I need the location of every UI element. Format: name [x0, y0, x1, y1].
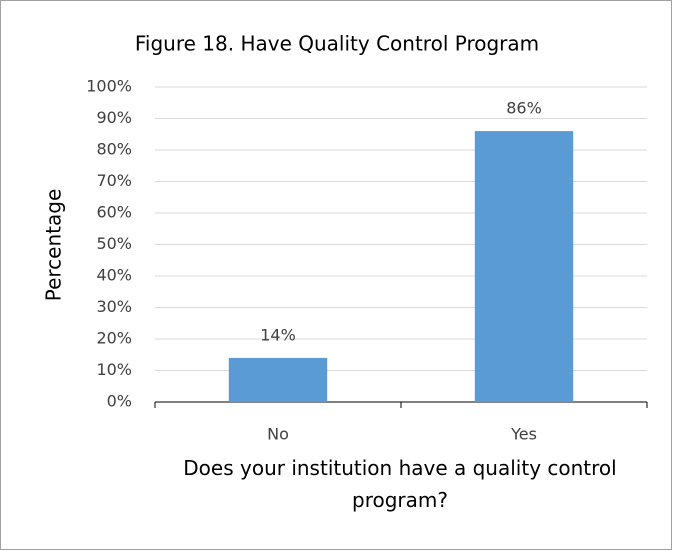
- y-axis-title: Percentage: [42, 189, 66, 302]
- x-tick-label: Yes: [510, 425, 537, 444]
- y-tick-label: 70%: [96, 171, 132, 190]
- y-tick-label: 90%: [96, 108, 132, 127]
- y-tick-label: 50%: [96, 234, 132, 253]
- y-tick-label: 80%: [96, 140, 132, 159]
- x-tick-label: No: [267, 425, 289, 444]
- y-tick-label: 30%: [96, 297, 132, 316]
- bar: [474, 131, 574, 402]
- y-tick-label: 20%: [96, 329, 132, 348]
- chart-title: Figure 18. Have Quality Control Program: [135, 32, 539, 56]
- y-tick-label: 40%: [96, 266, 132, 285]
- y-tick-label: 100%: [86, 77, 132, 96]
- y-tick-label: 0%: [107, 392, 132, 411]
- bar: [228, 357, 328, 402]
- y-tick-label: 10%: [96, 360, 132, 379]
- data-label: 14%: [260, 325, 296, 344]
- x-axis-title: Does your institution have a quality con…: [183, 456, 617, 512]
- data-label: 86%: [506, 99, 542, 118]
- y-tick-label: 60%: [96, 203, 132, 222]
